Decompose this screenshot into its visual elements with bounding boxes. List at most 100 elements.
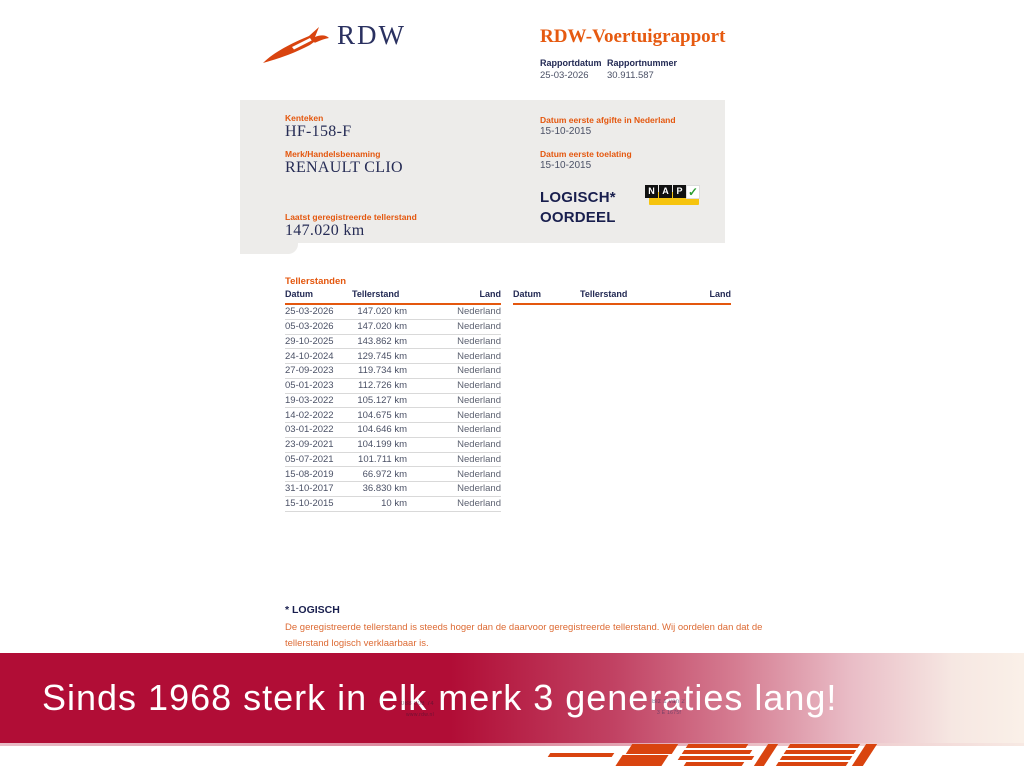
eerste-toelating-value: 15-10-2015 <box>540 160 592 171</box>
footnote-text: De geregistreerde tellerstand is steeds … <box>285 620 915 652</box>
banner-bottom-edge <box>0 743 1024 746</box>
report-title: RDW-Voertuigrapport <box>540 26 726 47</box>
watermark-page-number: Blz 1 van 2 <box>652 699 685 705</box>
watermark-doc-code: 3 E 1675f <box>657 710 682 716</box>
table-header: Datum Tellerstand Land <box>285 289 501 305</box>
table-rows: 25-03-2026 147.020 km Nederland 05-03-2026 1… <box>285 305 501 512</box>
oordeel-line1: LOGISCH* <box>540 189 616 206</box>
col-tellerstand: Tellerstand <box>352 289 400 299</box>
eerste-toelating-label: Datum eerste toelating <box>540 149 632 159</box>
odometer-row: 15-10-2015 10 km Nederland <box>285 497 501 512</box>
odometer-row: 24-10-2024 129.745 km Nederland <box>285 349 501 364</box>
cell-datum: 05-03-2026 <box>285 321 334 333</box>
watermark-phone: 088 008 74 <box>401 701 435 707</box>
tellerstanden-section-title: Tellerstanden <box>285 276 347 287</box>
cell-land: Nederland <box>457 483 501 495</box>
cell-land: Nederland <box>457 380 501 392</box>
col-land: Land <box>479 289 502 299</box>
tellerstanden-table-right: Datum Tellerstand Land <box>513 289 731 305</box>
brand-wordmark: RDW <box>337 20 406 50</box>
nap-logo-icon: N A P ✓ <box>645 183 701 209</box>
odometer-row: 05-03-2026 147.020 km Nederland <box>285 320 501 335</box>
laatste-tellerstand-label: Laatst geregistreerde tellerstand <box>285 212 417 222</box>
footnote-line2: tellerstand logisch verklaarbaar is. <box>285 638 429 649</box>
cell-land: Nederland <box>457 394 501 406</box>
report-date-value: 25-03-2026 <box>540 70 589 81</box>
cell-datum: 27-09-2023 <box>285 365 334 377</box>
kenteken-value: HF-158-F <box>285 123 352 140</box>
kenteken-label: Kenteken <box>285 113 324 123</box>
cell-datum: 29-10-2025 <box>285 335 334 347</box>
cell-datum: 15-08-2019 <box>285 468 334 480</box>
cell-datum: 14-02-2022 <box>285 409 334 421</box>
eerste-afgifte-label: Datum eerste afgifte in Nederland <box>540 115 676 125</box>
cell-datum: 25-03-2026 <box>285 306 334 318</box>
cell-km: 101.711 km <box>358 453 407 465</box>
cell-land: Nederland <box>457 453 501 465</box>
cell-datum: 19-03-2022 <box>285 394 334 406</box>
odometer-row: 29-10-2025 143.862 km Nederland <box>285 335 501 350</box>
cell-land: Nederland <box>457 409 501 421</box>
odometer-row: 03-01-2022 104.646 km Nederland <box>285 423 501 438</box>
nap-letter-n: N <box>645 185 658 198</box>
cell-km: 129.745 km <box>357 350 407 362</box>
cell-land: Nederland <box>457 468 501 480</box>
cell-km: 112.726 km <box>358 380 407 392</box>
cell-land: Nederland <box>457 439 501 451</box>
cell-km: 147.020 km <box>357 321 407 333</box>
odometer-row: 05-01-2023 112.726 km Nederland <box>285 379 501 394</box>
cell-km: 104.646 km <box>357 424 407 436</box>
cell-datum: 31-10-2017 <box>285 483 334 495</box>
odometer-row: 25-03-2026 147.020 km Nederland <box>285 305 501 320</box>
rdw-wing-icon <box>263 27 329 63</box>
merk-value: RENAULT CLIO <box>285 159 403 176</box>
col-datum: Datum <box>285 289 314 299</box>
report-date-label: Rapportdatum <box>540 58 602 68</box>
oordeel-line2: OORDEEL <box>540 209 616 226</box>
cell-land: Nederland <box>457 498 501 510</box>
cell-land: Nederland <box>457 350 501 362</box>
odometer-row: 23-09-2021 104.199 km Nederland <box>285 438 501 453</box>
eerste-afgifte-value: 15-10-2015 <box>540 126 592 137</box>
cell-land: Nederland <box>457 306 501 318</box>
col-datum: Datum <box>513 289 542 299</box>
vehicle-summary-box <box>240 100 725 243</box>
cell-land: Nederland <box>457 424 501 436</box>
merk-label: Merk/Handelsbenaming <box>285 149 381 159</box>
dealer-banner: Sinds 1968 sterk in elk merk 3 generatie… <box>0 653 1024 743</box>
table-header: Datum Tellerstand Land <box>513 289 731 305</box>
odometer-row: 15-08-2019 66.972 km Nederland <box>285 467 501 482</box>
dealer-slogan: Sinds 1968 sterk in elk merk 3 generatie… <box>42 677 838 718</box>
odometer-row: 19-03-2022 105.127 km Nederland <box>285 394 501 409</box>
odometer-row: 27-09-2023 119.734 km Nederland <box>285 364 501 379</box>
footnote-title-text: LOGISCH <box>292 604 340 616</box>
oordeel-verdict: LOGISCH* OORDEEL <box>540 188 616 228</box>
cell-km: 104.199 km <box>357 439 407 451</box>
footnote-line1: De geregistreerde tellerstand is steeds … <box>285 622 763 633</box>
cell-km: 143.862 km <box>357 335 407 347</box>
cell-land: Nederland <box>457 321 501 333</box>
odometer-row: 31-10-2017 36.830 km Nederland <box>285 482 501 497</box>
report-number-value: 30.911.587 <box>607 70 654 81</box>
cell-datum: 03-01-2022 <box>285 424 334 436</box>
cell-land: Nederland <box>457 335 501 347</box>
cell-datum: 23-09-2021 <box>285 439 334 451</box>
cell-datum: 15-10-2015 <box>285 498 334 510</box>
cell-km: 10 km <box>381 498 407 510</box>
odometer-row: 14-02-2022 104.675 km Nederland <box>285 408 501 423</box>
laatste-tellerstand-value: 147.020 km <box>285 222 365 239</box>
cell-km: 66.972 km <box>362 468 407 480</box>
col-tellerstand: Tellerstand <box>580 289 628 299</box>
cell-datum: 05-07-2021 <box>285 453 334 465</box>
odometer-row: 05-07-2021 101.711 km Nederland <box>285 453 501 468</box>
cell-datum: 05-01-2023 <box>285 380 334 392</box>
cell-datum: 24-10-2024 <box>285 350 334 362</box>
nap-letter-p: P <box>673 185 686 198</box>
summary-box-tab <box>240 243 298 254</box>
footnote-marker: * <box>285 604 290 616</box>
watermark-website: www.rdw.nl <box>406 712 435 718</box>
nap-checkmark-icon: ✓ <box>686 185 700 199</box>
tellerstanden-table-left: Datum Tellerstand Land 25-03-2026 147.020… <box>285 289 501 512</box>
cell-km: 147.020 km <box>357 306 407 318</box>
